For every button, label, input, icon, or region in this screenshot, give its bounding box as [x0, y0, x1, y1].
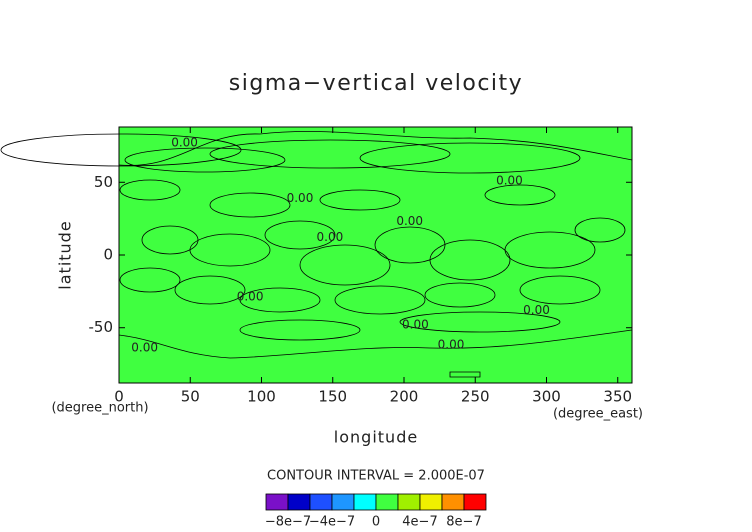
colorbar-label: 4e−7 [402, 515, 437, 530]
contour-label: 0.00 [396, 214, 423, 228]
y-unit: (degree_north) [51, 401, 148, 416]
contour-line [429, 239, 511, 281]
x-unit: (degree_east) [553, 407, 643, 422]
contour-line [239, 287, 321, 313]
chart-title: sigma−vertical velocity [229, 71, 523, 96]
contour-line [299, 244, 391, 286]
contour-line [424, 282, 496, 308]
x-tick-label: 150 [318, 388, 347, 406]
contour-line [124, 147, 286, 173]
contour-line [118, 329, 633, 359]
colorbar-swatch [265, 493, 289, 511]
colorbar-swatch [287, 493, 311, 511]
contour-line [264, 220, 336, 250]
x-tick-label: 100 [247, 388, 276, 406]
contour-line [319, 189, 401, 211]
contour-line [484, 184, 556, 206]
contour-label: 0.00 [438, 338, 465, 352]
y-tick-label: -50 [89, 318, 114, 336]
x-axis-label: longitude [334, 428, 418, 447]
colorbar-label: 8e−7 [446, 515, 481, 530]
contour-label: 0.00 [317, 230, 344, 244]
contour-line [119, 267, 181, 293]
contour-label: 0.00 [131, 341, 158, 355]
contour-line [209, 192, 291, 218]
colorbar-swatch [463, 493, 487, 511]
colorbar-swatch [441, 493, 465, 511]
colorbar-label: 0 [372, 515, 380, 530]
contour-line [359, 142, 581, 174]
contour-line [119, 179, 181, 201]
x-tick-label: 350 [603, 388, 632, 406]
colorbar-swatch [375, 493, 399, 511]
x-tick-label: 300 [532, 388, 561, 406]
colorbar-label: −4e−7 [309, 515, 355, 530]
contour-line [504, 231, 596, 269]
colorbar-swatch [309, 493, 333, 511]
y-axis-label: latitude [56, 220, 75, 289]
contour-line [574, 217, 626, 243]
plot-area: 0.00 0.00 0.00 0.00 0.00 0.00 0.00 0.00 0.00 0.00 [0, 126, 633, 384]
x-tick-label: 250 [461, 388, 490, 406]
x-tick-label: 0 [114, 388, 124, 406]
contour-line [334, 285, 426, 315]
contour-line [519, 275, 601, 305]
colorbar-swatch [419, 493, 443, 511]
contour-line [239, 319, 361, 341]
contour-line [399, 311, 561, 333]
colorbar-label: −8e−7 [265, 515, 311, 530]
contour-label: 0.00 [496, 173, 523, 187]
x-tick-label: 200 [390, 388, 419, 406]
colorbar-swatch [331, 493, 355, 511]
contour-label: 0.00 [237, 290, 264, 304]
contour-line [118, 131, 633, 166]
colorbar-swatch [353, 493, 377, 511]
y-tick-label: 0 [103, 246, 113, 264]
colorbar-swatch [397, 493, 421, 511]
contour-label: 0.00 [402, 317, 429, 331]
contour-line [209, 139, 451, 169]
field [119, 127, 632, 383]
contour-interval: CONTOUR INTERVAL = 2.000E-07 [267, 469, 485, 484]
contour-label: 0.00 [287, 191, 314, 205]
contour-line [189, 233, 271, 267]
contour-line [174, 275, 246, 305]
x-tick-label: 50 [181, 388, 200, 406]
contour-line [374, 226, 446, 264]
contour-line [0, 133, 242, 167]
contour-label: 0.00 [171, 136, 198, 150]
y-tick-label: 50 [94, 173, 113, 191]
contour-label: 0.00 [523, 303, 550, 317]
contour-line [449, 371, 481, 378]
